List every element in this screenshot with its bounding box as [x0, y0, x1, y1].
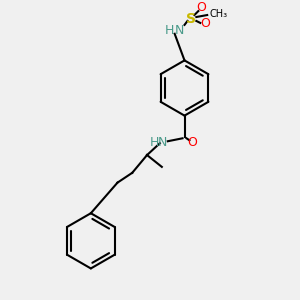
Text: O: O [200, 17, 210, 30]
Text: N: N [158, 136, 167, 149]
Text: N: N [175, 24, 184, 37]
Text: S: S [186, 12, 197, 26]
Text: O: O [188, 136, 197, 149]
Text: H: H [150, 136, 160, 149]
Text: O: O [196, 1, 206, 13]
Text: CH₃: CH₃ [209, 9, 227, 19]
Text: H: H [165, 24, 174, 37]
